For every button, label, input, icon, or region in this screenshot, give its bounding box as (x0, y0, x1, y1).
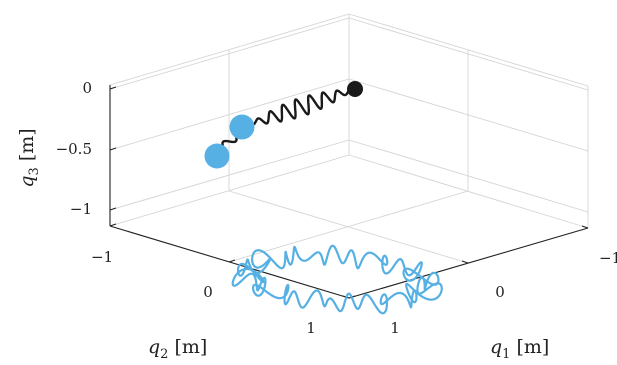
grid-floor-q1-0 (228, 190, 469, 264)
trajectory-line (231, 244, 443, 315)
y-tick-label-0: −1 (91, 248, 113, 266)
x-tick-label-0: 0 (495, 283, 505, 301)
grid-layer (109, 13, 589, 264)
z-tick-label-2: −1 (70, 200, 92, 218)
z-axis-label: q3 [m] (16, 128, 42, 187)
grid-floor-back-right (348, 154, 589, 229)
axes-layer (109, 85, 589, 299)
z-tick-label-1: −0.5 (56, 140, 92, 158)
grid-right-wall-z0 (348, 17, 589, 91)
spring-coil (241, 87, 356, 129)
tick-labels: 0 −0.5 −1 −1 0 1 0 1 −1 (56, 79, 617, 337)
z-tick-mark-1 (109, 147, 117, 151)
grid-back-wall-zm1 (109, 139, 350, 211)
z-tick-mark-0 (109, 86, 117, 90)
x-axis-label: q1 [m] (490, 336, 549, 362)
y-axis-label: q2 [m] (148, 336, 207, 362)
axis-labels: q3 [m] q2 [m] q1 [m] (16, 128, 549, 362)
grid-back-wall-z0 (109, 17, 350, 90)
grid-back-wall-zm05 (109, 78, 350, 151)
y-tick-label-2: 1 (306, 319, 316, 337)
mass-lower (204, 143, 230, 169)
grid-floor-back-left (109, 154, 350, 227)
x-axis-line (348, 227, 589, 299)
z-tick-mark-2 (109, 207, 117, 211)
y-tick-mark-1 (228, 259, 236, 263)
grid-back-wall-edge-top (109, 13, 350, 86)
x-tick-mark-0 (461, 260, 469, 264)
grid-floor-q2-0 (228, 190, 469, 263)
y-tick-label-1: 0 (203, 283, 213, 301)
x-tick-label-2: −1 (599, 249, 617, 267)
grid-right-wall-zm1 (348, 139, 589, 213)
y-tick-mark-0 (109, 223, 117, 227)
mass-upper (229, 114, 255, 140)
z-tick-label-0: 0 (82, 79, 92, 97)
plot-layer (204, 81, 443, 315)
x-tick-mark-2 (581, 225, 589, 229)
grid-right-wall-edge-top (348, 13, 589, 87)
grid-right-wall-zm05 (348, 78, 589, 152)
x-tick-label-1: 1 (390, 319, 400, 337)
anchor-point (347, 81, 363, 97)
